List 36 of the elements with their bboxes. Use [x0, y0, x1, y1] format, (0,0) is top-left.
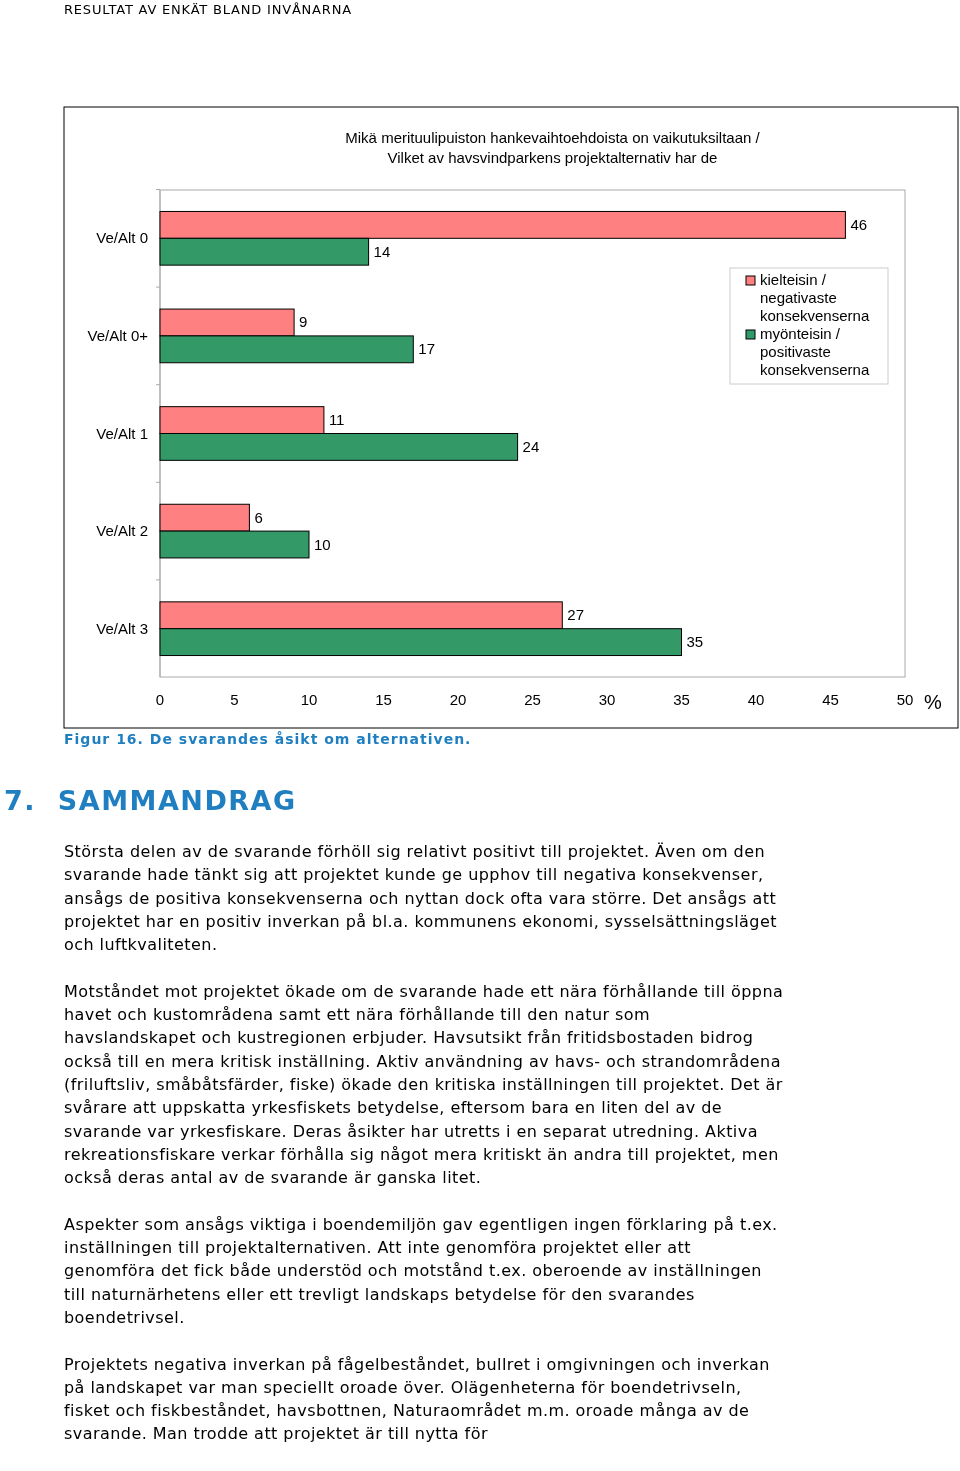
x-tick-label: 40	[747, 691, 765, 708]
x-axis-title: %	[924, 691, 943, 713]
text: Projektets negativa inverkan på fågelbeståndet, bullret i omgivningen och inverkan på landskapet var man speciellt oroade över. Olägenheterna för boendetrivseln, fisket och fiskbeståndet, havsbottnen, Naturaområdet m.m. oroade många av de svarande. Man trodde att projektet är till nytta för	[64, 1353, 771, 1446]
data-label: 35	[686, 633, 704, 651]
text: Motståndet mot projektet ökade om de svarande hade ett nära förhållande till öppna havet och kustområdena samt ett nära förhållande till den natur som havslandskapet och kustregionen erbjuder. Havsutsikt från fritidsbostaden bidrog också till en mera kritisk inställning. Aktiv användning av havs- och strandområdena (friluftsliv, småbåtsfärder, fiske) ökade den kritiska inställningen till projektet. Det är svårare att uppskatta yrkesfiskets betydelse, eftersom bara en liten del av de svarande var yrkesfiskare. Deras åsikter har utretts i en separat utredning. Aktiva rekreationsfiskare verkar förhålla sig något mera kritiskt än andra till projektet, men också deras antal av de svarande är ganska litet.	[64, 981, 784, 1188]
y-tick-label: Ve/Alt 3	[96, 619, 148, 637]
text: Största delen av de svarande förhöll sig relativt positivt till projektet. Även om den svarande hade tänkt sig att projektet kunde ge upphov till negativa konsekvenser, ansågs de positiva konsekvenserna och nyttan dock ofta vara större. Det ansågs att projektet har en positiv inverkan på bl.a. kommunens ekonomi, sysselsättningsläget och luftkvaliteten.	[64, 841, 778, 957]
text: RESULTAT AV ENKÄT BLAND INVÅNARNA	[64, 2, 352, 17]
text: Aspekter som ansågs viktiga i boendemiljön gav egentligen ingen förklaring på t.ex. inställningen till projektalternativen. Att inte genomföra projektet eller att genomföra det fick både understöd och motstånd t.ex. oberoende av inställningen till naturnärhetens eller ett trevligt landskaps betydelse för den svarandes boendetrivsel.	[64, 1213, 779, 1329]
x-tick-label: 15	[375, 691, 392, 708]
data-label: 27	[567, 606, 584, 624]
data-label: 10	[314, 535, 331, 553]
data-label: 11	[328, 411, 345, 429]
chart-title: Mikä merituulipuiston hankevaihtoehdoista on vaikutuksiltaan / Vilket av havsvindparkens projektalternativ har de	[345, 129, 761, 166]
x-tick-label: 10	[300, 691, 318, 708]
x-tick-label: 25	[524, 691, 541, 708]
x-tick-label: 30	[598, 691, 616, 708]
y-tick-label: Ve/Alt 1	[96, 424, 148, 442]
x-tick-label: 50	[896, 691, 914, 708]
x-tick-label: 45	[822, 691, 839, 708]
data-label: 14	[373, 242, 391, 260]
x-tick-label: 0	[155, 691, 165, 708]
x-tick-label: 35	[673, 691, 690, 708]
data-label: 17	[418, 340, 435, 358]
y-tick-label: Ve/Alt 0+	[87, 326, 149, 344]
legend-label: myönteisin / positivaste konsekvenserna	[760, 325, 870, 378]
x-tick-label: 20	[449, 691, 467, 708]
data-label: 46	[850, 215, 868, 233]
text: 7. SAMMANDRAG	[4, 785, 297, 816]
data-label: 24	[522, 437, 540, 455]
data-label: 6	[254, 508, 263, 526]
x-tick-label: 5	[230, 691, 239, 708]
text: Figur 16. De svarandes åsikt om alternativen.	[64, 731, 472, 747]
data-label: 9	[299, 313, 308, 331]
y-tick-label: Ve/Alt 2	[96, 522, 148, 540]
y-tick-label: Ve/Alt 0	[96, 229, 148, 247]
